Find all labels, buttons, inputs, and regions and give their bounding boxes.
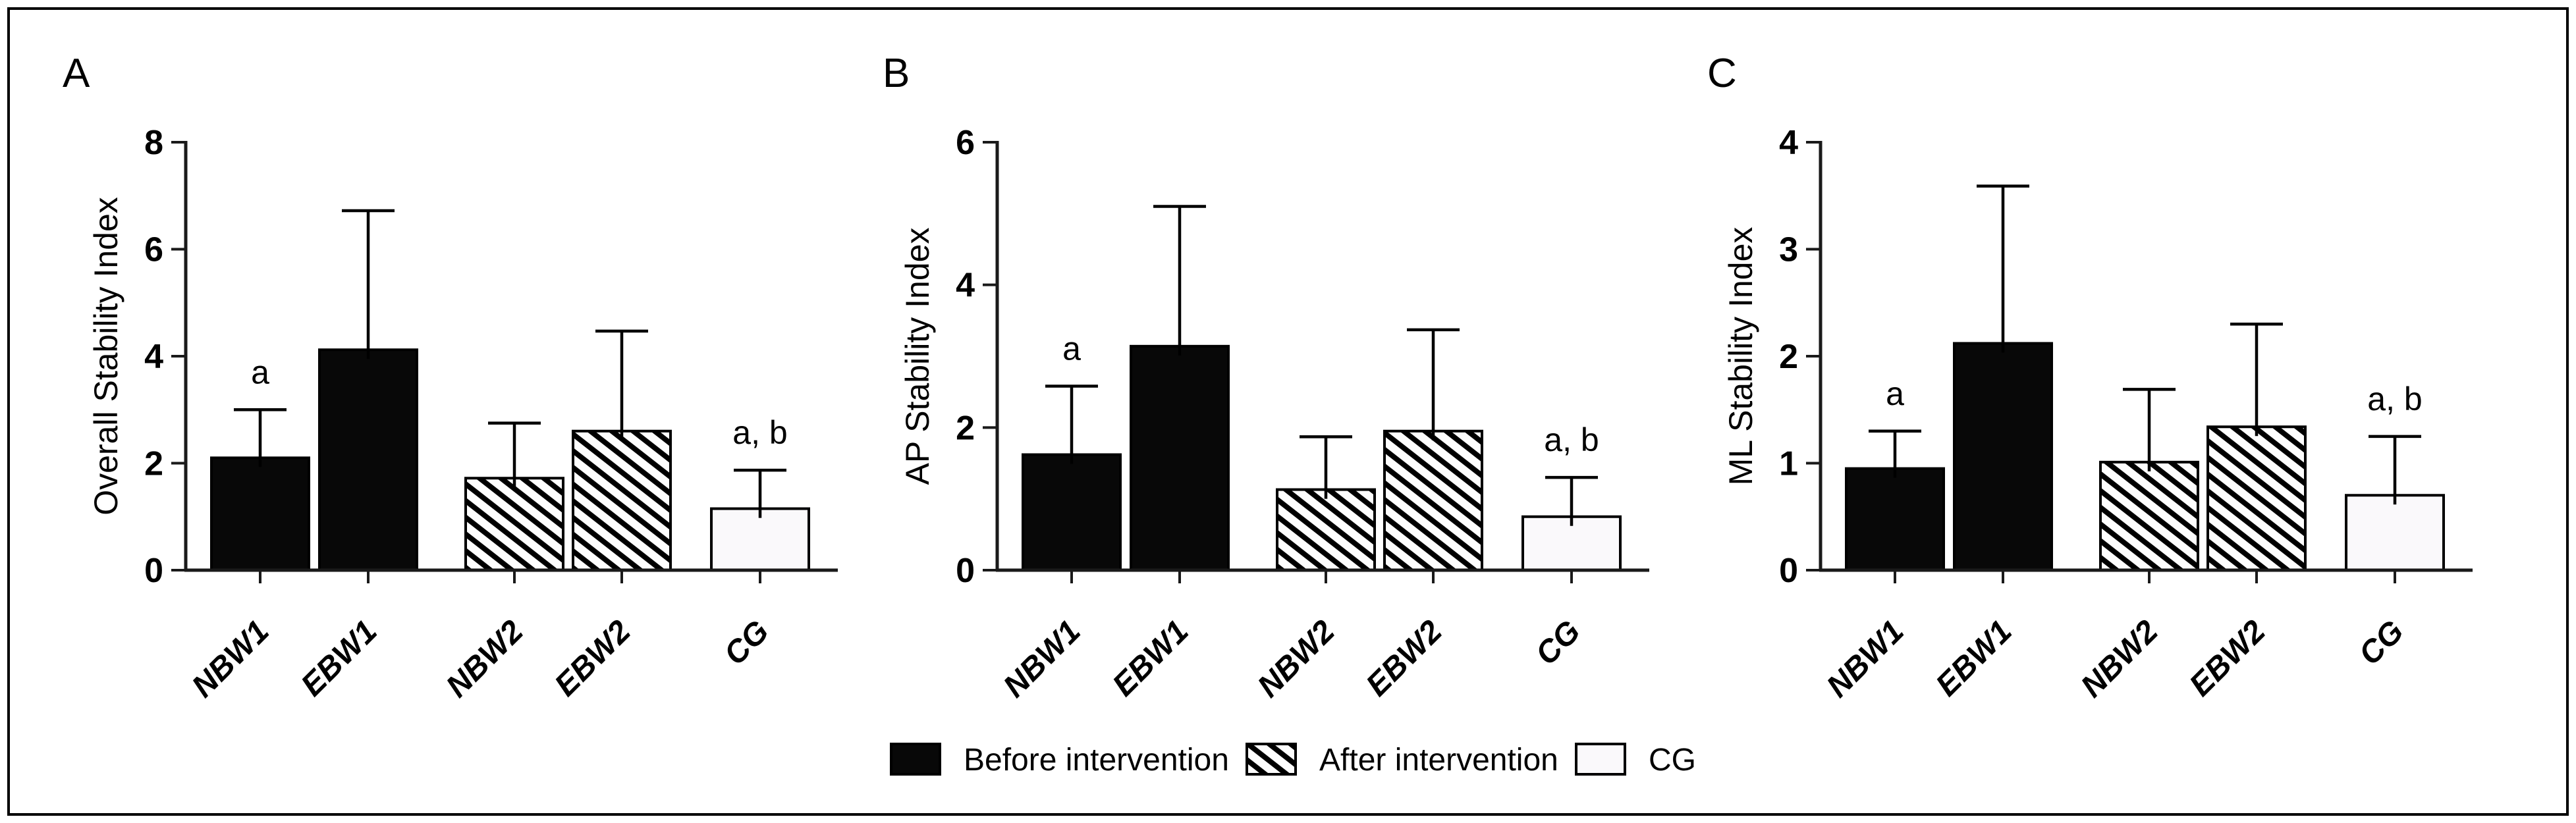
y-tick-label: 0	[956, 552, 975, 590]
legend-label: After intervention	[1319, 743, 1558, 778]
significance-annotation-A-NBW1: a	[251, 354, 269, 390]
bar-NBW1	[1022, 453, 1122, 571]
bar-NBW1	[1845, 467, 1945, 571]
bar-CG	[710, 507, 810, 571]
y-tick-label: 6	[144, 231, 163, 269]
legend-item-hatch: After intervention	[1246, 743, 1558, 778]
bar-EBW2	[572, 429, 672, 571]
y-axis-title: AP Stability Index	[899, 228, 936, 485]
legend-item-white: CG	[1575, 743, 1696, 778]
figure-border	[7, 7, 2569, 816]
legend: Before intervention After intervention CG	[890, 743, 1696, 778]
significance-annotation-B-CG: a, b	[1544, 421, 1599, 458]
legend-label: Before intervention	[964, 743, 1229, 778]
y-tick-label: 2	[1779, 338, 1798, 376]
panel-label: B	[883, 51, 910, 96]
y-tick-label: 8	[144, 124, 163, 162]
bar-EBW2	[1383, 429, 1483, 571]
y-tick-label: 4	[144, 338, 163, 376]
bar-EBW2	[2206, 425, 2307, 571]
y-tick-label: 3	[1779, 231, 1798, 269]
y-tick-label: 4	[956, 267, 975, 305]
y-tick-label: 2	[956, 409, 975, 447]
y-tick-label: 0	[144, 552, 163, 590]
significance-annotation-A-CG: a, b	[732, 414, 787, 451]
panel-label: C	[1707, 51, 1737, 96]
y-tick-label: 6	[956, 124, 975, 162]
legend-swatch-black-icon	[890, 743, 941, 776]
significance-annotation-C-CG: a, b	[2367, 381, 2422, 417]
bar-NBW2	[2099, 460, 2199, 571]
legend-swatch-hatch-icon	[1246, 743, 1297, 776]
significance-annotation-B-NBW1: a	[1062, 331, 1081, 367]
legend-swatch-white-icon	[1575, 743, 1626, 776]
bar-EBW1	[318, 348, 418, 571]
bar-CG	[2345, 494, 2445, 571]
y-axis-title: Overall Stability Index	[88, 197, 124, 516]
legend-label: CG	[1649, 743, 1696, 778]
y-tick-label: 4	[1779, 124, 1798, 162]
y-tick-label: 0	[1779, 552, 1798, 590]
y-tick-label: 1	[1779, 445, 1798, 483]
bar-NBW2	[464, 477, 564, 571]
y-tick-label: 2	[144, 445, 163, 483]
bar-EBW1	[1130, 344, 1230, 571]
panel-label: A	[63, 51, 90, 96]
bar-NBW1	[210, 456, 310, 571]
legend-item-black: Before intervention	[890, 743, 1229, 778]
bar-NBW2	[1276, 488, 1376, 571]
y-axis-title: ML Stability Index	[1722, 227, 1759, 486]
significance-annotation-C-NBW1: a	[1886, 375, 1904, 412]
bar-EBW1	[1953, 342, 2053, 571]
